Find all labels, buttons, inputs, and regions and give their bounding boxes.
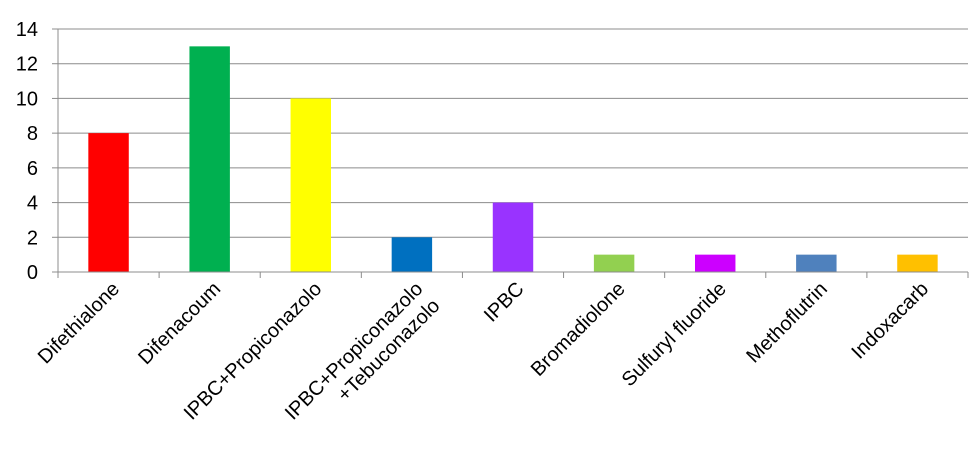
bar xyxy=(290,98,331,272)
bar xyxy=(897,254,938,272)
bar xyxy=(593,254,635,272)
x-category-label: Bromadiolone xyxy=(527,278,630,381)
y-tick-label: 6 xyxy=(27,158,38,180)
y-tick-label: 10 xyxy=(16,88,38,110)
y-tick-label: 2 xyxy=(27,227,38,249)
y-axis-tick-labels: 0 2 4 6 8 10 12 14 xyxy=(16,19,38,284)
bar xyxy=(189,46,230,272)
bar xyxy=(391,237,433,272)
x-category-label-line: Methoflutrin xyxy=(742,278,831,367)
axes xyxy=(52,28,969,278)
bars xyxy=(88,46,938,272)
x-category-label: Difethialone xyxy=(34,278,124,368)
bar xyxy=(695,254,736,272)
y-tick-label: 12 xyxy=(16,54,38,76)
y-tick-label: 0 xyxy=(27,262,38,284)
x-category-label: Difenacoum xyxy=(134,278,225,369)
x-category-label-line: IPBC xyxy=(480,278,529,327)
x-axis-category-labels: Difethialone DifenacoumIPBC+Propiconazolo… xyxy=(34,278,933,424)
x-category-label: Methoflutrin xyxy=(742,278,831,367)
x-category-label-line: Indoxacarb xyxy=(847,278,933,364)
bar xyxy=(796,254,837,272)
x-category-label: IPBC xyxy=(480,278,529,327)
x-category-label-line: Difenacoum xyxy=(134,278,225,369)
x-category-label: Sulfuryl fluoride xyxy=(618,278,731,391)
x-category-label-line: Bromadiolone xyxy=(527,278,630,381)
x-category-label-line: Difethialone xyxy=(34,278,124,368)
bar xyxy=(88,133,129,272)
x-category-label: Indoxacarb xyxy=(847,278,933,364)
y-tick-label: 8 xyxy=(27,123,38,145)
bar xyxy=(492,202,534,272)
x-category-label-line: Sulfuryl fluoride xyxy=(618,278,731,391)
y-tick-label: 14 xyxy=(16,19,38,41)
y-tick-label: 4 xyxy=(27,193,38,215)
